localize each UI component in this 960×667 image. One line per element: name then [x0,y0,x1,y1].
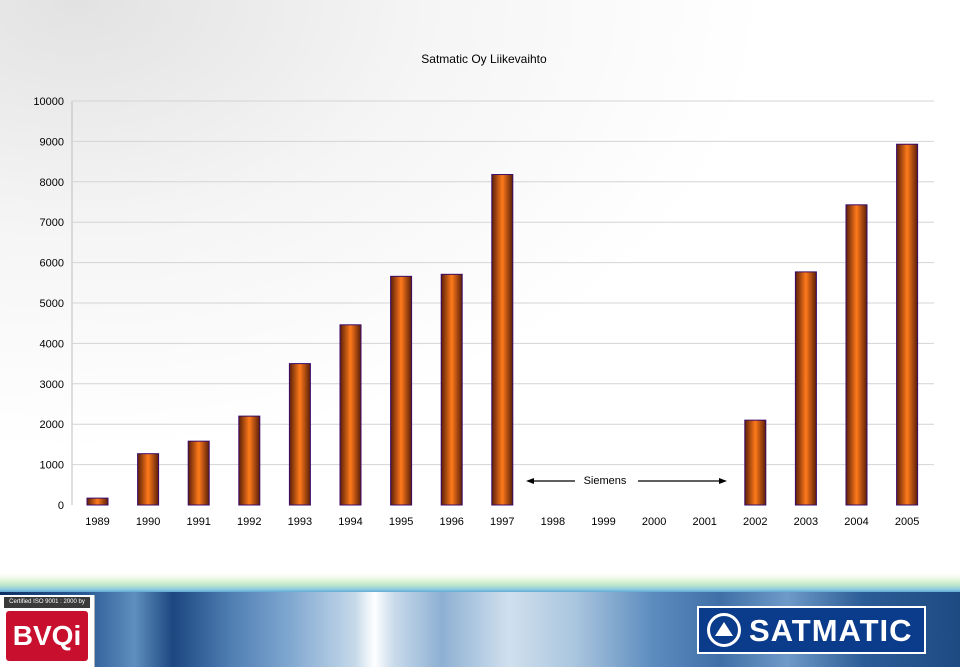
y-axis-ticks: 0 1000 2000 3000 4000 5000 6000 7000 8000 9000 100… [33,96,64,512]
annotation-arrowhead-right [719,478,727,484]
y-tick-label: 6000 [40,258,64,270]
y-tick-label: 9000 [40,136,64,148]
x-tick-label: 2004 [844,516,868,528]
bar-1992 [238,415,261,506]
y-tick-label: 8000 [40,177,64,189]
bar-1991 [187,440,210,506]
x-tick-label: 2000 [642,516,666,528]
triangle-icon [715,622,733,636]
x-tick-label: 2001 [692,516,716,528]
satmatic-logo: SATMATIC [697,606,926,654]
x-tick-label: 1994 [338,516,362,528]
bar-2002 [744,419,767,506]
annotation-arrowhead-left [526,478,534,484]
bar-1995 [390,275,413,506]
bvqi-logo: BVQi [6,611,88,661]
chart-title: Satmatic Oy Liikevaihto [421,52,547,66]
x-tick-label: 1996 [439,516,463,528]
y-tick-label: 4000 [40,338,64,350]
bar-1994 [339,324,362,506]
y-tick-label: 0 [58,500,64,512]
satmatic-emblem-icon [707,613,741,647]
y-tick-label: 7000 [40,217,64,229]
bar-1990 [137,453,160,506]
y-tick-label: 3000 [40,379,64,391]
y-tick-label: 10000 [33,96,64,108]
x-tick-label: 1989 [85,516,109,528]
bar-1997 [491,174,514,506]
bar-1989 [86,497,109,506]
x-tick-label: 1992 [237,516,261,528]
bar-2004 [845,204,868,506]
x-tick-label: 2003 [794,516,818,528]
certification-text: Certified ISO 9001 : 2000 by [4,597,90,608]
x-tick-label: 1991 [186,516,210,528]
x-tick-label: 1993 [288,516,312,528]
revenue-bar-chart: Satmatic Oy Liikevaihto 0 1000 2000 3000 400… [33,52,934,528]
x-tick-label: 1999 [591,516,615,528]
x-tick-label: 1997 [490,516,514,528]
certification-badge: Certified ISO 9001 : 2000 by BVQi [0,595,95,667]
siemens-annotation: Siemens [526,475,727,487]
bvqi-logo-text: BVQi [12,620,82,651]
x-tick-label: 1998 [541,516,565,528]
y-tick-label: 1000 [40,460,64,472]
bar-2003 [794,271,817,506]
bar-1993 [288,363,311,506]
annotation-label: Siemens [584,475,627,487]
bars [86,143,919,506]
x-axis-ticks: 1989 1990 1991 1992 1993 1994 1995 1996 1997 1998… [85,516,919,528]
y-tick-label: 5000 [40,298,64,310]
bar-2005 [896,143,919,506]
x-tick-label: 2005 [895,516,919,528]
footer-stripe [0,574,960,592]
x-tick-label: 1995 [389,516,413,528]
y-tick-label: 2000 [40,419,64,431]
x-tick-label: 1990 [136,516,160,528]
bar-1996 [440,273,463,506]
x-tick-label: 2002 [743,516,767,528]
satmatic-logo-text: SATMATIC [749,613,913,648]
